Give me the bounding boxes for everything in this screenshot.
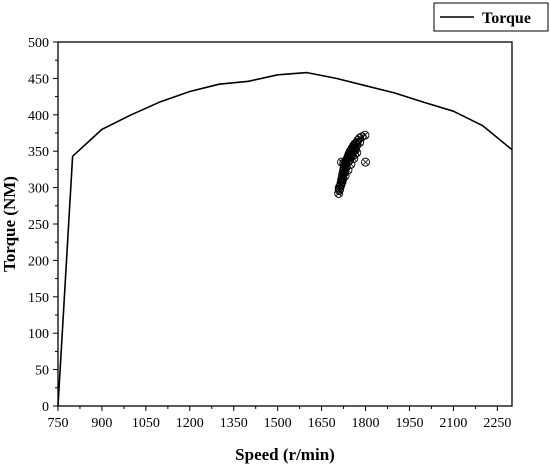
y-tick-label: 400 [28, 109, 49, 124]
scatter-point-cross [356, 139, 363, 146]
series-line-torque [57, 71, 513, 407]
x-tick-label: 1050 [132, 416, 160, 431]
y-axis-title: Torque (NM) [0, 176, 19, 272]
y-tick-label: 150 [28, 291, 49, 306]
scatter-point [355, 138, 365, 147]
x-tick-label: 1500 [264, 416, 292, 431]
scatter-point-ring [346, 159, 356, 169]
legend-label-torque: Torque [482, 10, 531, 27]
y-tick-label: 500 [28, 36, 49, 51]
y-tick-label: 200 [28, 254, 49, 269]
line-layer [57, 71, 513, 407]
x-tick-label: 1800 [352, 416, 380, 431]
scatter-point-cross [351, 145, 359, 152]
y-tick-label: 450 [28, 72, 49, 87]
scatter-point-ring [360, 130, 370, 140]
scatter-point-cross [362, 158, 369, 166]
x-tick-label: 2100 [439, 416, 467, 431]
scatter-point-ring [337, 157, 346, 167]
y-tick-label: 250 [28, 218, 49, 233]
scatter-point-ring [345, 155, 355, 165]
x-axis-title: Speed (r/min) [235, 445, 335, 464]
scatter-point-ring [355, 138, 365, 147]
tick-labels-layer: 750 900 1050 1200 1350 1500 1650 1800 1950 2100 22… [28, 36, 511, 431]
scatter-point [360, 130, 370, 140]
scatter-point-cross [361, 132, 369, 139]
x-tick-label: 1650 [308, 416, 336, 431]
scatter-point [344, 149, 354, 159]
x-tick-label: 900 [91, 416, 112, 431]
scatter-point [337, 157, 346, 167]
scatter-point-ring [349, 142, 359, 152]
scatter-point-ring [334, 183, 344, 193]
x-tick-label: 2250 [483, 416, 511, 431]
scatter-point-cross [338, 158, 345, 166]
scatter-point [361, 157, 370, 167]
scatter-point-cross [345, 150, 353, 158]
y-tick-label: 100 [28, 327, 49, 342]
scatter-layer [334, 130, 370, 198]
ticks-layer [53, 41, 498, 411]
y-tick-label: 300 [28, 182, 49, 197]
x-tick-label: 1950 [395, 416, 423, 431]
y-tick-label: 50 [35, 364, 49, 379]
y-tick-label: 350 [28, 145, 49, 160]
scatter-point-ring [361, 157, 370, 167]
x-tick-label: 1200 [176, 416, 204, 431]
y-tick-label: 0 [42, 400, 49, 415]
scatter-point-ring [344, 149, 354, 159]
x-tick-label: 750 [48, 416, 69, 431]
legend: Torque [433, 2, 549, 32]
plot-frame [57, 41, 513, 407]
x-tick-label: 1350 [220, 416, 248, 431]
